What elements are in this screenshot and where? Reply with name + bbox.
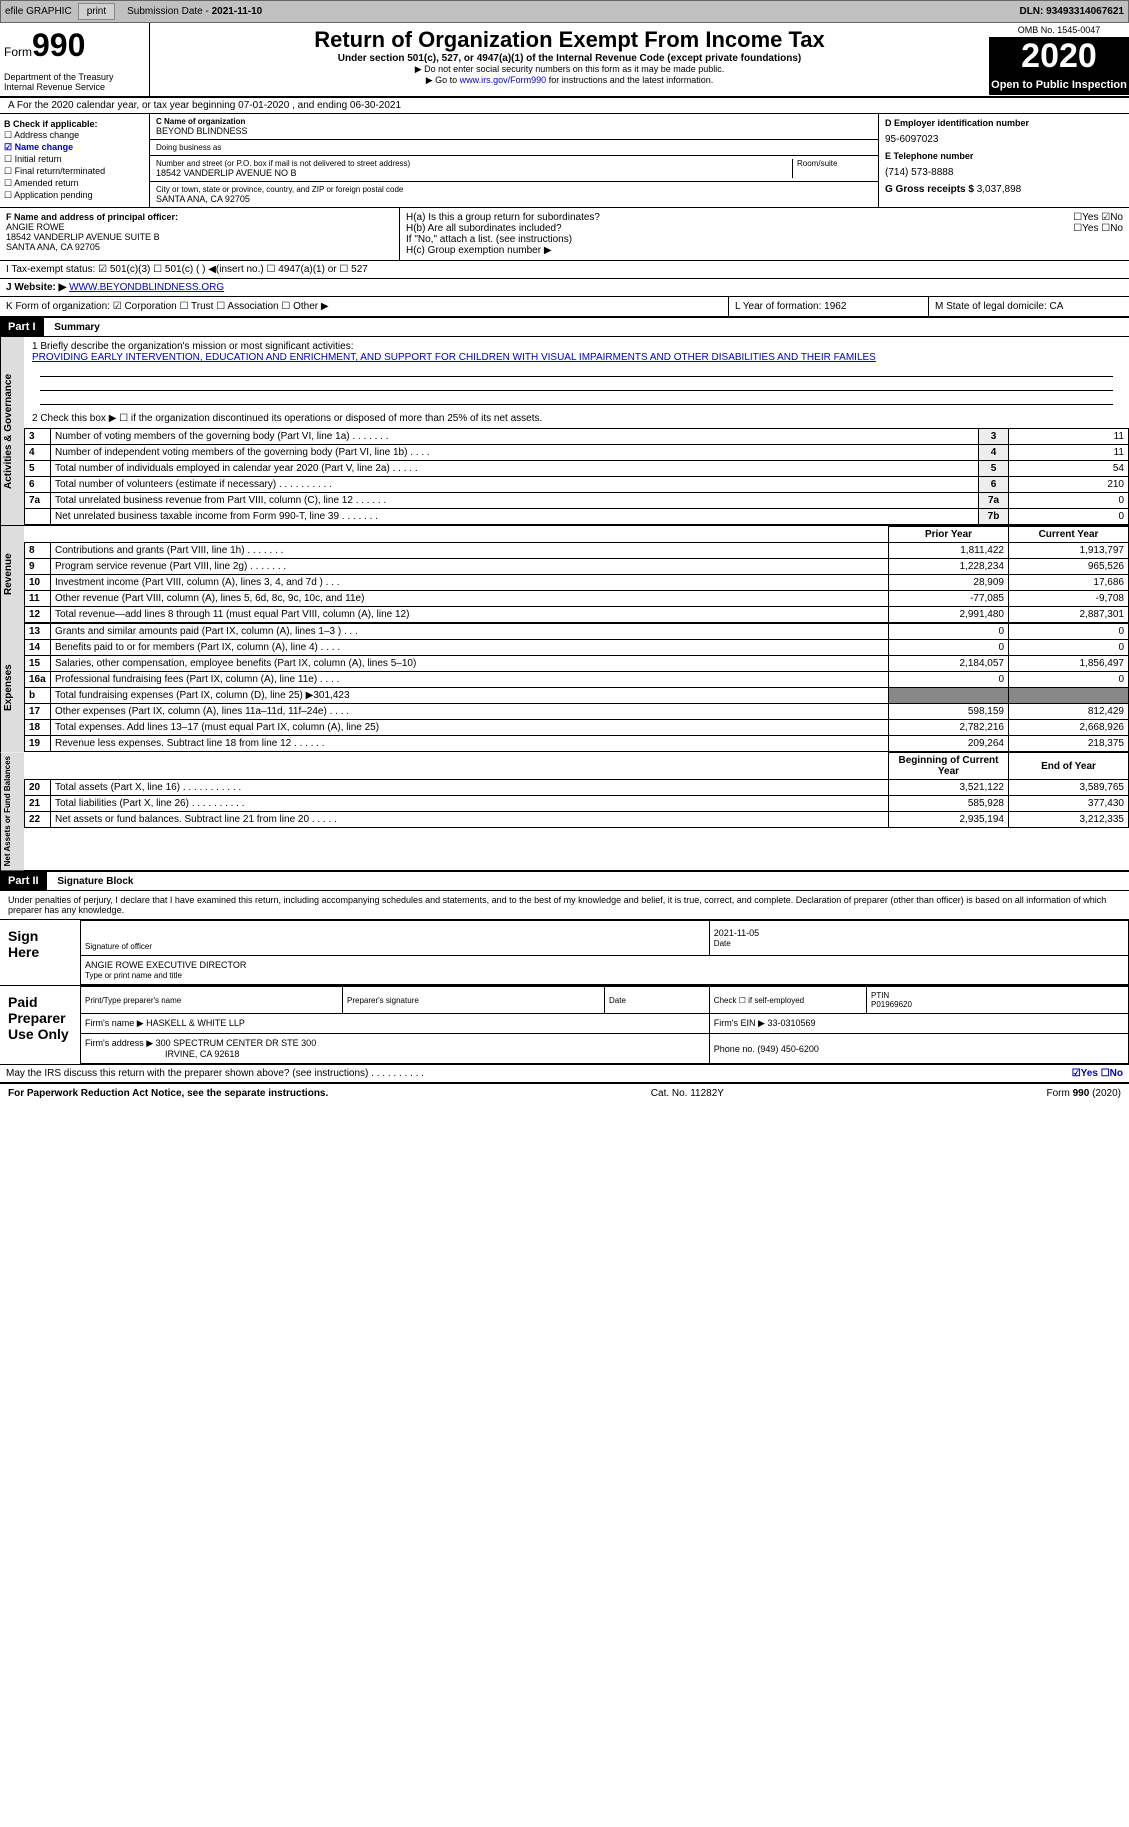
box-l: L Year of formation: 1962 [729,297,929,316]
website-link[interactable]: WWW.BEYONDBLINDNESS.ORG [69,282,224,293]
part-1-header: Part I Summary [0,318,1129,337]
part-2-header: Part II Signature Block [0,870,1129,891]
line-i: I Tax-exempt status: ☑ 501(c)(3) ☐ 501(c… [0,261,1129,279]
revenue-table: Prior YearCurrent Year8Contributions and… [24,526,1129,623]
summary-revenue: Revenue Prior YearCurrent Year8Contribut… [0,525,1129,623]
officer-label: F Name and address of principal officer: [6,212,393,222]
form-ref: Form 990 (2020) [1047,1088,1122,1099]
box-c: C Name of organization BEYOND BLINDNESS … [150,114,879,207]
check-final[interactable]: ☐ Final return/terminated [4,166,145,177]
officer-addr1: 18542 VANDERLIP AVENUE SUITE B [6,232,393,242]
dln: DLN: 93493314067621 [1019,6,1124,17]
sidebar-revenue: Revenue [0,526,24,623]
city: SANTA ANA, CA 92705 [156,194,872,204]
box-b: B Check if applicable: ☐ Address change … [0,114,150,207]
block-klm: K Form of organization: ☑ Corporation ☐ … [0,297,1129,318]
form-title: Return of Organization Exempt From Incom… [158,27,981,53]
tel-label: E Telephone number [885,151,1123,161]
efile-label: efile GRAPHIC [5,6,72,17]
paid-preparer-block: Paid Preparer Use Only Print/Type prepar… [0,986,1129,1065]
box-f: F Name and address of principal officer:… [0,208,400,260]
room-label: Room/suite [797,159,872,168]
summary-governance: Activities & Governance 1 Briefly descri… [0,337,1129,525]
box-b-title: B Check if applicable: [4,119,145,129]
governance-table: 3Number of voting members of the governi… [24,428,1129,525]
check-initial[interactable]: ☐ Initial return [4,154,145,165]
page-footer: For Paperwork Reduction Act Notice, see … [0,1083,1129,1103]
tel: (714) 573-8888 [885,161,1123,184]
check-name[interactable]: ☑ Name change [4,142,145,153]
addr: 18542 VANDERLIP AVENUE NO B [156,168,792,178]
org-name-label: C Name of organization [156,117,872,126]
sidebar-expenses: Expenses [0,623,24,752]
summary-netassets: Net Assets or Fund Balances Beginning of… [0,752,1129,870]
paid-preparer-label: Paid Preparer Use Only [0,986,80,1064]
open-public: Open to Public Inspection [989,75,1129,95]
hb-note: If "No," attach a list. (see instruction… [406,234,1123,245]
sidebar-netassets: Net Assets or Fund Balances [0,752,24,870]
box-k: K Form of organization: ☑ Corporation ☐ … [0,297,729,316]
mission-text: PROVIDING EARLY INTERVENTION, EDUCATION … [32,352,1121,363]
box-d: D Employer identification number 95-6097… [879,114,1129,207]
box-m: M State of legal domicile: CA [929,297,1129,316]
ein-label: D Employer identification number [885,118,1123,128]
note-url: ▶ Go to www.irs.gov/Form990 for instruct… [158,75,981,86]
sidebar-governance: Activities & Governance [0,337,24,525]
pra-notice: For Paperwork Reduction Act Notice, see … [8,1088,328,1099]
topbar: efile GRAPHIC print Submission Date - 20… [0,0,1129,23]
block-bcd: B Check if applicable: ☐ Address change … [0,114,1129,208]
check-pending[interactable]: ☐ Application pending [4,190,145,201]
officer-name: ANGIE ROWE [6,222,393,232]
mission: 1 Briefly describe the organization's mi… [24,337,1129,409]
org-name: BEYOND BLINDNESS [156,126,872,136]
officer-addr2: SANTA ANA, CA 92705 [6,242,393,252]
cat-no: Cat. No. 11282Y [651,1088,724,1099]
sign-here-block: Sign Here Signature of officer 2021-11-0… [0,919,1129,986]
expenses-table: 13Grants and similar amounts paid (Part … [24,623,1129,752]
dba-label: Doing business as [156,143,872,152]
may-irs-discuss: May the IRS discuss this return with the… [0,1065,1129,1083]
form-header: Form990 Department of the Treasury Inter… [0,23,1129,98]
form-subtitle: Under section 501(c), 527, or 4947(a)(1)… [158,53,981,64]
box-h: H(a) Is this a group return for subordin… [400,208,1129,260]
row-a-period: A For the 2020 calendar year, or tax yea… [0,98,1129,114]
sign-here-label: Sign Here [0,920,80,985]
submission-date: Submission Date - 2021-11-10 [121,4,268,19]
block-fgh: F Name and address of principal officer:… [0,208,1129,261]
note-ssn: ▶ Do not enter social security numbers o… [158,64,981,75]
check-amended[interactable]: ☐ Amended return [4,178,145,189]
addr-label: Number and street (or P.O. box if mail i… [156,159,792,168]
hc: H(c) Group exemption number ▶ [406,245,1123,256]
line-j: J Website: ▶ WWW.BEYONDBLINDNESS.ORG [0,279,1129,297]
form-number: Form990 [4,27,145,64]
summary-expenses: Expenses 13Grants and similar amounts pa… [0,623,1129,752]
omb-number: OMB No. 1545-0047 [989,23,1129,38]
signature-declaration: Under penalties of perjury, I declare th… [0,891,1129,919]
ein: 95-6097023 [885,128,1123,151]
city-label: City or town, state or province, country… [156,185,872,194]
netassets-table: Beginning of Current YearEnd of Year20To… [24,752,1129,828]
tax-year: 2020 [989,38,1129,75]
form990-link[interactable]: www.irs.gov/Form990 [460,75,547,85]
department: Department of the Treasury Internal Reve… [4,72,145,92]
gross-receipts: G Gross receipts $ 3,037,898 [885,184,1123,195]
q2: 2 Check this box ▶ ☐ if the organization… [24,409,1129,428]
print-button[interactable]: print [78,3,115,20]
check-address[interactable]: ☐ Address change [4,130,145,141]
